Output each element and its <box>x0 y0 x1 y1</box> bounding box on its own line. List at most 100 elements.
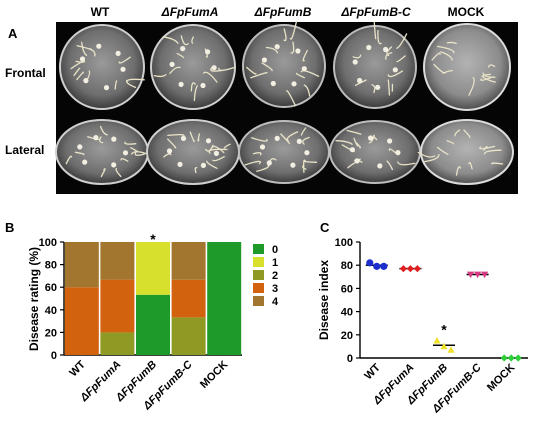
seed-dot <box>261 57 267 63</box>
panel-b-letter: B <box>5 220 14 235</box>
panel-c-ylabel: Disease index <box>317 260 331 340</box>
seedling-stroke <box>250 72 268 79</box>
seedling-stroke <box>283 28 287 42</box>
seedling-stroke <box>246 66 257 75</box>
legend-swatch <box>253 257 264 267</box>
seedling-stroke <box>302 136 310 145</box>
seedling-stroke <box>124 141 137 145</box>
seedling-stroke <box>480 76 493 81</box>
seedling-stroke <box>371 84 376 94</box>
dish-photo-mock-frontal <box>423 23 511 111</box>
data-point <box>474 271 482 279</box>
seed-dot <box>368 135 374 141</box>
seed-dot <box>177 161 183 167</box>
bar-segment <box>64 242 99 288</box>
seedling-stroke <box>251 137 268 142</box>
data-point <box>380 262 388 270</box>
seed-dot <box>270 80 276 87</box>
seedling-stroke <box>167 138 177 149</box>
legend-label: 3 <box>272 283 278 295</box>
seed-dot <box>274 44 280 50</box>
seedling-stroke <box>265 46 279 54</box>
seedling-stroke <box>76 45 95 53</box>
seedling-stroke <box>397 161 416 166</box>
seedling-stroke <box>126 78 145 82</box>
bar-segment <box>100 242 135 280</box>
seed-dot <box>387 138 393 144</box>
x-tick-label: MOCK <box>198 359 230 391</box>
bar-segment <box>64 287 99 355</box>
seedling-stroke <box>388 148 396 154</box>
seedling-stroke <box>302 49 308 62</box>
bar-segment <box>100 279 135 333</box>
seed-dot <box>115 50 121 57</box>
seedling-stroke <box>115 167 122 178</box>
lateral-dish-row <box>55 119 514 185</box>
seed-dot <box>180 135 187 141</box>
seedling-stroke <box>223 143 231 149</box>
seedling-stroke <box>252 152 262 156</box>
seedling-stroke <box>153 74 167 78</box>
bar-segment <box>136 294 170 355</box>
seedling-stroke <box>377 30 382 45</box>
data-point <box>500 354 508 362</box>
seedling-stroke <box>481 73 491 78</box>
seedling-stroke <box>373 21 377 40</box>
seedling-stroke <box>487 64 496 68</box>
seed-dot <box>122 150 129 156</box>
seedling-stroke <box>73 67 81 77</box>
seed-dot <box>266 160 272 166</box>
y-tick-label: 0 <box>51 350 57 362</box>
y-tick-label: 60 <box>45 282 57 294</box>
seedling-stroke <box>134 151 145 156</box>
seedling-stroke <box>197 133 201 142</box>
significance-marker: * <box>150 231 156 247</box>
seedling-stroke <box>100 168 106 178</box>
seedling-stroke <box>280 133 291 144</box>
seedling-stroke <box>454 129 461 137</box>
seed-dot <box>211 65 217 71</box>
y-tick-label: 60 <box>341 283 353 295</box>
legend-label: 4 <box>272 296 279 308</box>
column-label-fumB: ΔFpFumB <box>254 5 312 19</box>
seedling-stroke <box>130 147 139 153</box>
seedling-stroke <box>424 154 440 163</box>
seedling-stroke <box>463 129 471 138</box>
seedling-stroke <box>433 63 447 74</box>
data-point <box>413 265 421 273</box>
seedling-stroke <box>387 70 404 78</box>
seed-dot <box>205 49 211 55</box>
seedling-stroke <box>479 145 496 150</box>
data-point <box>399 265 407 273</box>
seedling-stroke <box>163 153 172 158</box>
legend-label: 1 <box>272 257 278 269</box>
y-tick-label: 100 <box>39 237 57 249</box>
seedling-stroke <box>440 51 453 61</box>
seedling-stroke <box>386 160 394 171</box>
data-point <box>514 354 522 362</box>
seedling-stroke <box>354 79 367 86</box>
seedling-stroke <box>468 77 475 96</box>
y-tick-label: 80 <box>45 260 57 272</box>
seedling-stroke <box>455 166 462 176</box>
seed-dot <box>291 81 297 87</box>
seedling-stroke <box>302 165 307 170</box>
legend-swatch <box>253 296 264 306</box>
seedling-stroke <box>190 82 196 92</box>
legend-swatch <box>253 283 264 293</box>
seed-dot <box>290 162 296 168</box>
dish-photo-fumB-lateral <box>238 120 330 184</box>
seed-dot <box>111 136 117 142</box>
dish-photo-fumB-C-lateral <box>329 120 421 184</box>
column-label-mock: MOCK <box>448 5 485 19</box>
seedling-stroke <box>286 131 299 142</box>
seed-dot <box>103 85 110 91</box>
row-label-frontal: Frontal <box>5 66 46 80</box>
column-label-fumA: ΔFpFumA <box>161 5 219 19</box>
data-point <box>406 265 414 273</box>
panel-a-column-labels: WT ΔFpFumA ΔFpFumB ΔFpFumB-C MOCK <box>91 5 485 19</box>
seedling-stroke <box>169 66 181 75</box>
seedling-stroke <box>295 72 306 79</box>
